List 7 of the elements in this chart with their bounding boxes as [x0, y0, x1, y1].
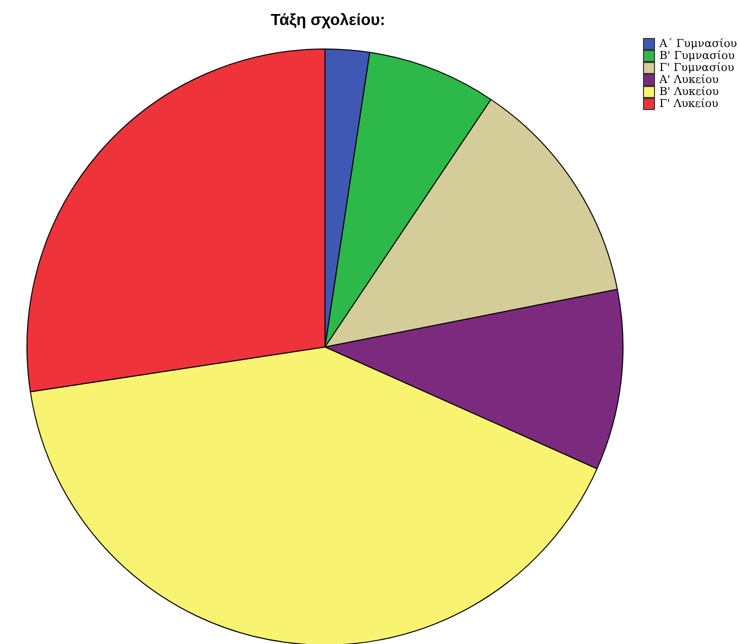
legend-label: Γ' Γυμνασίου — [659, 61, 734, 74]
legend-label: Β' Γυμνασίου — [659, 49, 735, 62]
legend-label: Α΄ Γυμνασίου — [659, 37, 737, 50]
legend-label: Γ' Λυκείου — [659, 97, 718, 110]
legend-label: Α' Λυκείου — [659, 73, 719, 86]
legend-label: Β' Λυκείου — [659, 85, 719, 98]
chart-title: Τάξη σχολείου: — [270, 12, 386, 30]
